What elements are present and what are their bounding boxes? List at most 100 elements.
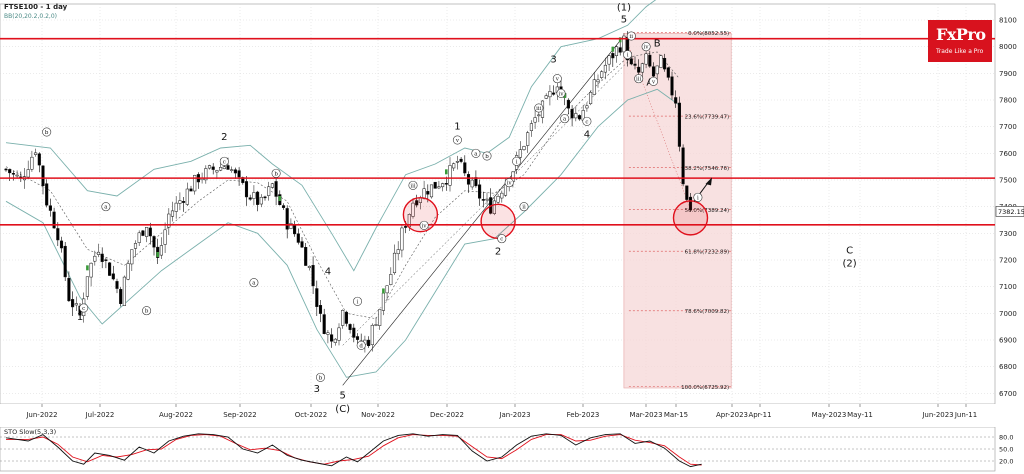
stoch-tick-label: 20.0 [999, 458, 1013, 466]
trend-channel-upper [342, 35, 625, 386]
subwave-label: a [104, 205, 108, 211]
candle-body [448, 165, 452, 186]
subwave-label: i [357, 299, 359, 305]
fib-level-label: 100.0%(6725.92) [681, 385, 729, 391]
signal-candle [86, 265, 89, 271]
wave-label: 5 [621, 15, 627, 26]
subwave-label: iii [410, 183, 416, 189]
candle-body [315, 288, 319, 307]
candle-body [611, 53, 615, 59]
candle-body [100, 253, 104, 262]
candle-body [429, 184, 434, 198]
candle-body [500, 192, 504, 199]
candle-body [189, 188, 193, 192]
candle-body [8, 169, 12, 174]
subwave-label: iv [644, 45, 650, 51]
candle-body [89, 262, 93, 278]
candle-body [444, 183, 448, 185]
subwave-marker [142, 306, 152, 316]
candle-body [441, 183, 445, 188]
candle-body [648, 54, 652, 67]
fxpro-logo: FxPro Trade Like a Pro [928, 20, 992, 62]
candle-body [522, 146, 526, 150]
signal-candle [618, 37, 622, 43]
candle-body [15, 174, 19, 177]
candle-body [333, 338, 337, 343]
candle-body [685, 185, 689, 200]
fib-level-label: 38.2%(7546.76) [685, 166, 730, 172]
candle-body [293, 224, 297, 235]
signal-candle [156, 252, 159, 257]
candle-body [422, 188, 426, 199]
candle-body [485, 198, 489, 201]
price-tick-label: 7200 [999, 257, 1017, 265]
fibonacci-retracement: 0.0%(8052.55) 23.6%(7739.47) 38.2%(7546.76… [623, 31, 732, 391]
fib-level-label: 61.8%(7232.89) [685, 250, 730, 256]
wave-label: B [654, 39, 661, 50]
candle-body [211, 166, 215, 170]
candle-body [52, 211, 56, 229]
subwave-marker [582, 116, 592, 126]
candle-body [93, 255, 97, 262]
chart-background [0, 3, 1024, 472]
price-tick-label: 7600 [999, 150, 1017, 158]
stoch-tick-label: 50.0 [999, 446, 1013, 454]
time-tick-label: Jul-2022 [85, 411, 115, 419]
candle-body [459, 158, 463, 162]
subwave-label: iv [422, 223, 428, 229]
candle-body [640, 63, 644, 73]
candle-body [600, 71, 604, 78]
candle-body [666, 67, 670, 78]
time-tick-label: Jun-2023 [921, 411, 953, 419]
wave-labels: 12345(C)1234(1)5BAC(2)bacbcbaiiiibdavbci… [42, 3, 857, 415]
candle-body [629, 58, 633, 65]
candle-body [215, 170, 219, 173]
candle-body [281, 205, 286, 208]
signal-candle [278, 196, 282, 201]
candle-body [26, 169, 30, 178]
wave-label: 2 [495, 247, 501, 258]
candle-body [11, 173, 15, 175]
time-tick-label: Mar-15 [664, 411, 688, 419]
candle-body [603, 64, 607, 73]
subwave-marker [534, 103, 544, 113]
candle-body [85, 276, 89, 297]
candle-body [566, 99, 570, 109]
candle-body [307, 265, 311, 268]
subwave-label: iii [536, 106, 542, 112]
support-resistance-lines [0, 37, 995, 240]
wave-label: (1) [617, 3, 631, 14]
candle-body [108, 262, 112, 276]
subwave-label: b [319, 375, 323, 381]
logo-brand: FxPro [936, 25, 986, 44]
subwave-label: b [274, 171, 278, 177]
candle-body [385, 285, 389, 294]
subwave-marker [101, 202, 111, 212]
price-tick-label: 6700 [999, 390, 1017, 398]
time-tick-label: Feb-2023 [567, 411, 600, 419]
wave-label: 4 [325, 267, 331, 278]
candle-body [496, 196, 500, 203]
candle-body [145, 227, 149, 237]
candle-body [311, 265, 315, 287]
price-tick-label: 7900 [999, 70, 1017, 78]
fib-zone [623, 33, 732, 389]
candlesticks [4, 31, 693, 353]
candle-body [452, 163, 456, 169]
candle-body [455, 161, 459, 163]
candle-body [41, 165, 45, 186]
candle-body [663, 57, 667, 70]
fib-level-label: 23.6%(7739.47) [685, 115, 730, 121]
current-price-label: 7382.15 [998, 208, 1024, 216]
wave-label: 4 [584, 129, 590, 140]
candle-body [45, 183, 49, 206]
candle-body [552, 92, 556, 95]
candle-body [193, 175, 197, 192]
time-axis-strip [0, 404, 1024, 427]
candle-body [119, 289, 123, 304]
subwave-marker [641, 42, 651, 52]
indicator-label: BB(20,20.2,0.2,0) [4, 13, 57, 20]
time-tick-label: Oct-2022 [295, 411, 327, 419]
candle-body [589, 92, 593, 105]
candle-body [614, 46, 619, 56]
